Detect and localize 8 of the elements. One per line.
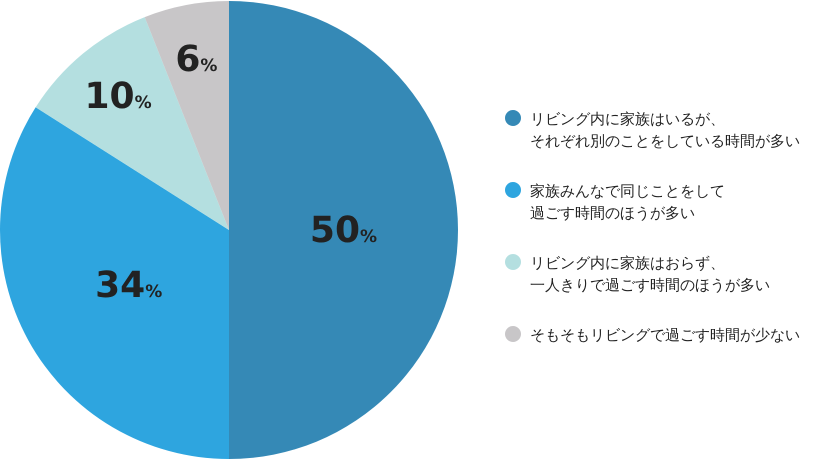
data-label: 34%	[95, 265, 162, 306]
data-label: 10%	[84, 76, 152, 117]
legend-label: 家族みんなで同じことをして過ごす時間のほうが多い	[530, 182, 725, 222]
legend-label: リビング内に家族はおらず、一人きりで過ごす時間のほうが多い	[530, 254, 770, 294]
legend-label: そもそもリビングで過ごす時間が少ない	[530, 326, 800, 344]
data-label: 6%	[175, 39, 218, 80]
data-label: 50%	[310, 210, 378, 251]
legend-label: リビング内に家族はいるが、それぞれ別のことをしている時間が多い	[530, 110, 800, 150]
